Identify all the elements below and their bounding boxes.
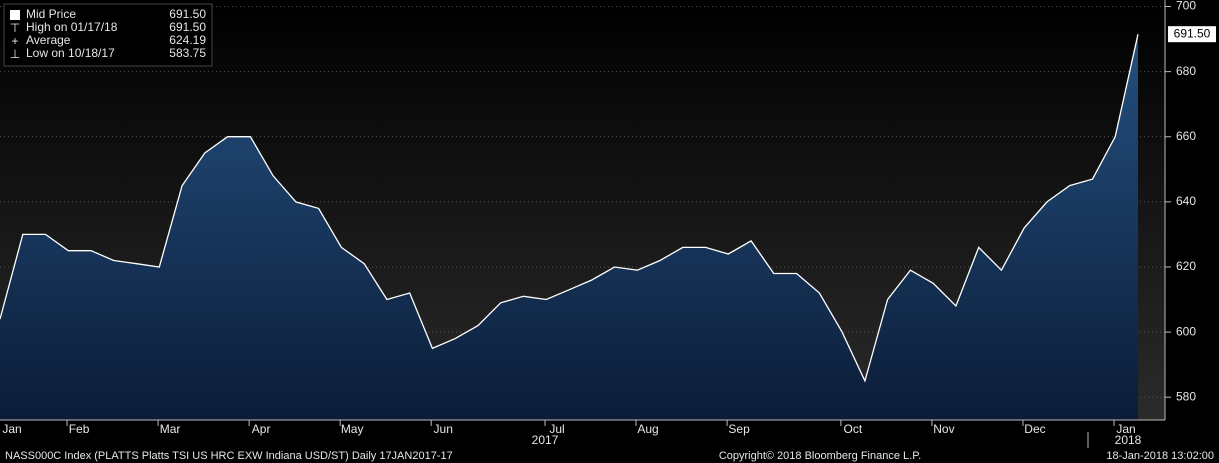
x-tick-label: Sep [728,422,750,436]
year-label: 2017 [532,433,559,447]
legend-box [3,3,213,67]
y-tick-label: 660 [1176,129,1196,143]
x-tick-label: Jun [434,422,453,436]
footer-right: 18-Jan-2018 13:02:00 [1106,450,1214,462]
legend-swatch [10,10,20,20]
year-label: 2018 [1115,433,1142,447]
x-tick-label: Jan [1116,422,1135,436]
x-tick-label: Oct [844,422,863,436]
last-value-box [1168,26,1216,43]
x-tick-label: Mar [160,422,181,436]
x-tick-label: Dec [1024,422,1045,436]
area-fill [0,34,1138,420]
x-tick-label: May [341,422,364,436]
y-tick-label: 700 [1176,0,1196,13]
legend-symbol: ⊤ [10,21,20,35]
y-tick-label: 580 [1176,389,1196,403]
legend-value: 691.50 [169,20,206,34]
legend-value: 691.50 [169,7,206,21]
x-tick-label: Jan [2,422,21,436]
y-tick-label: 640 [1176,194,1196,208]
legend-value: 624.19 [169,33,206,47]
x-tick-label: Nov [933,422,954,436]
legend-label: Mid Price [26,7,76,21]
x-tick-label: Feb [69,422,90,436]
legend: ⊤ + ⊥ Mid Price 691.50 High on 01/17/18 691… [3,3,213,67]
legend-label: Low on 10/18/17 [26,46,115,60]
y-tick-label: 680 [1176,64,1196,78]
x-tick-label: Apr [252,422,271,436]
footer-center: Copyright© 2018 Bloomberg Finance L.P. [719,450,921,462]
legend-symbol: ⊥ [10,47,20,61]
last-value-label: 691.50 [1174,26,1211,40]
legend-label: Average [26,33,71,47]
x-tick-label: Jul [549,422,564,436]
y-tick-label: 620 [1176,259,1196,273]
legend-value: 583.75 [169,46,206,60]
legend-symbol: + [11,34,18,48]
y-tick-label: 600 [1176,324,1196,338]
price-line [0,34,1139,383]
legend-label: High on 01/17/18 [26,20,118,34]
footer-left: NASS000C Index (PLATTS Platts TSI US HRC… [5,450,453,462]
x-tick-label: Aug [637,422,658,436]
